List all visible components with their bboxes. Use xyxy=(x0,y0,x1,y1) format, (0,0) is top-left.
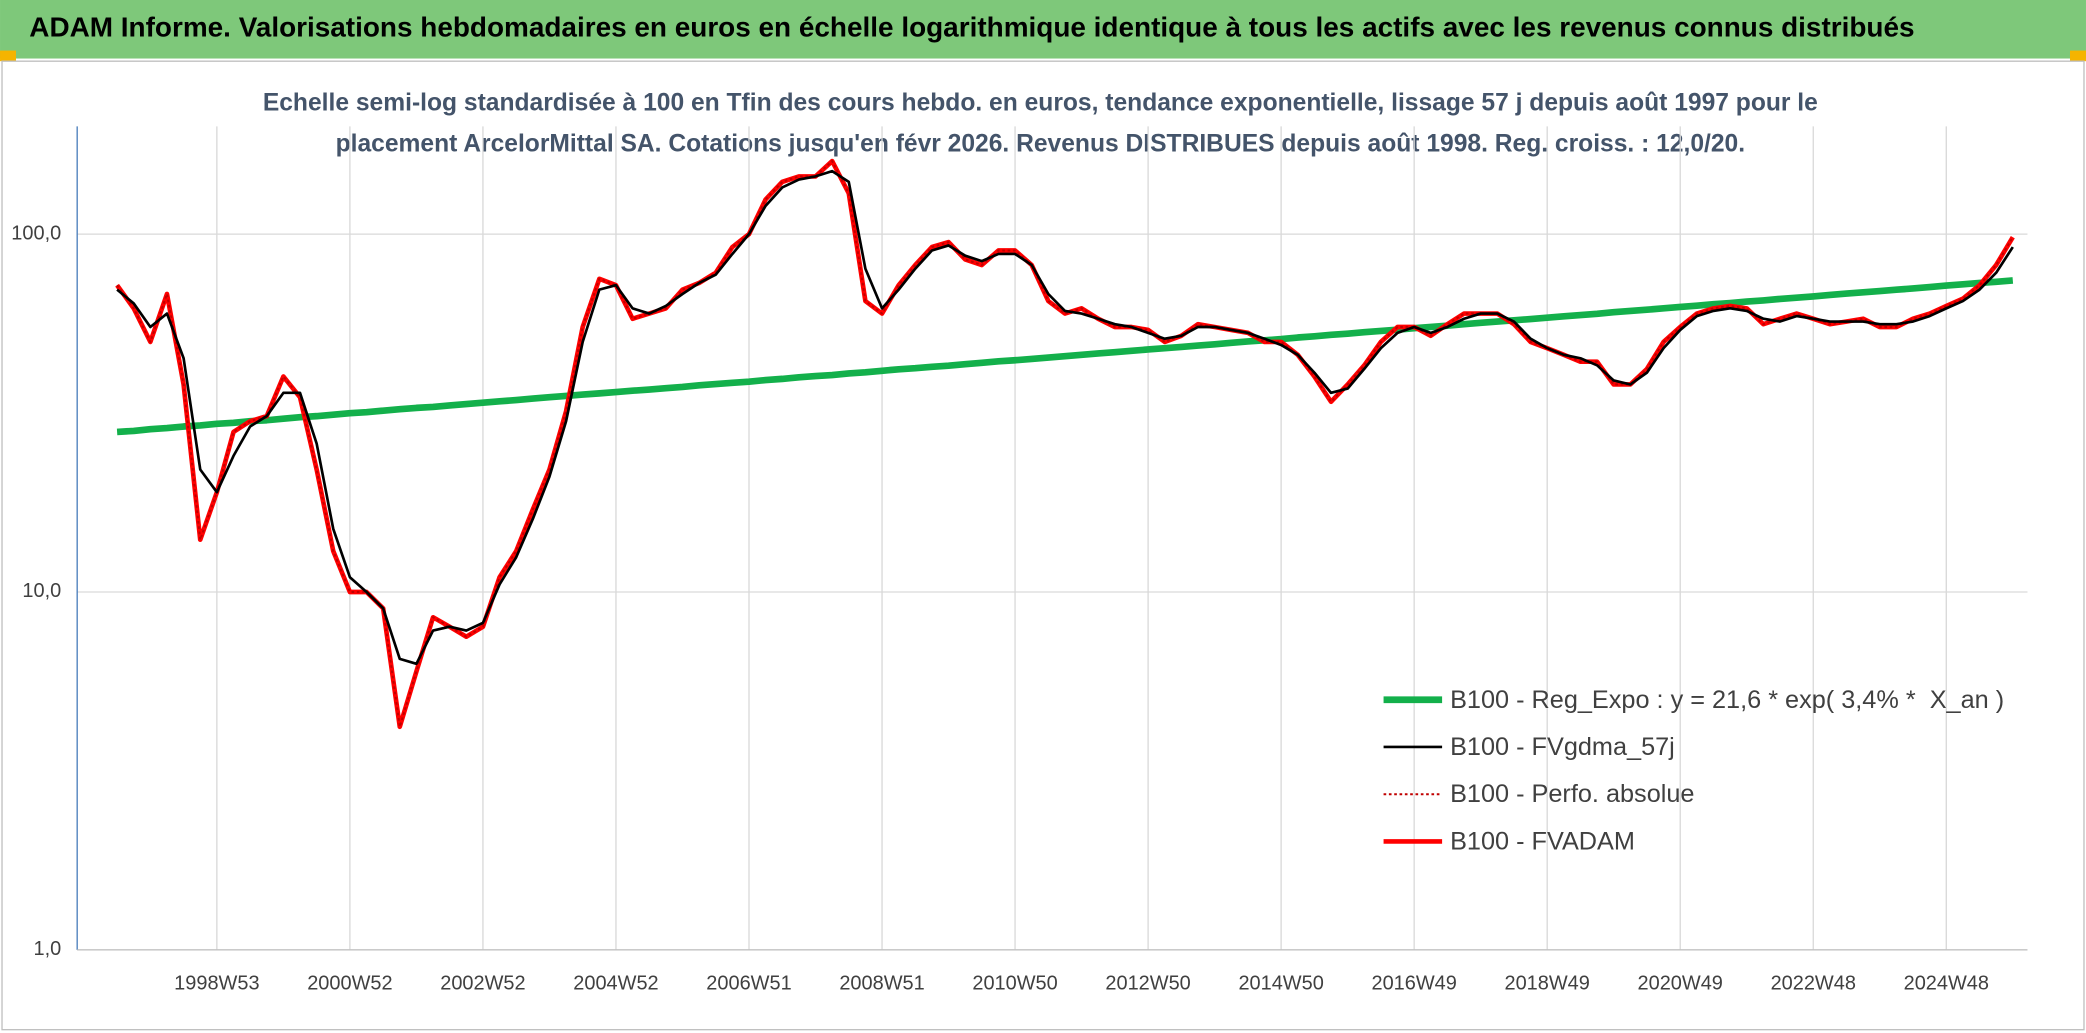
series-line xyxy=(116,169,2014,666)
x-tick-label: 2022W48 xyxy=(1771,973,1856,995)
y-tick-label: 100,0 xyxy=(11,222,61,244)
series-line xyxy=(116,160,2014,728)
x-tick-label: 2006W51 xyxy=(706,973,791,995)
x-tick-label: 2014W50 xyxy=(1238,973,1323,995)
header-band xyxy=(0,0,2086,59)
legend-label: B100 - FVgdma_57j xyxy=(1450,733,1675,761)
x-tick-label: 2020W49 xyxy=(1638,973,1723,995)
corner-mark xyxy=(2070,50,2086,62)
x-tick-label: 2024W48 xyxy=(1904,973,1989,995)
x-tick-label: 2004W52 xyxy=(573,973,658,995)
y-tick-label: 10,0 xyxy=(22,580,61,602)
legend-label: B100 - FVADAM xyxy=(1450,827,1635,855)
x-tick-label: 2018W49 xyxy=(1505,973,1590,995)
y-tick-label: 1,0 xyxy=(33,938,61,960)
x-tick-label: 2002W52 xyxy=(440,973,525,995)
chart-subtitle: Echelle semi-log standardisée à 100 en T… xyxy=(263,89,1818,116)
chart-subtitle: placement ArcelorMittal SA. Cotations ju… xyxy=(336,131,1745,158)
x-tick-label: 2000W52 xyxy=(307,973,392,995)
chart-border xyxy=(1,60,2085,1031)
x-tick-label: 1998W53 xyxy=(174,973,259,995)
x-tick-label: 2010W50 xyxy=(972,973,1057,995)
x-tick-label: 2012W50 xyxy=(1105,973,1190,995)
legend-label: B100 - Perfo. absolue xyxy=(1450,780,1694,808)
series-line xyxy=(116,277,2014,436)
x-tick-label: 2016W49 xyxy=(1371,973,1456,995)
x-tick-label: 2008W51 xyxy=(839,973,924,995)
corner-mark xyxy=(0,50,16,62)
legend-label: B100 - Reg_Expo : y = 21,6 * exp( 3,4% *… xyxy=(1450,686,2004,714)
chart-title: ADAM Informe. Valorisations hebdomadaire… xyxy=(29,12,1914,43)
